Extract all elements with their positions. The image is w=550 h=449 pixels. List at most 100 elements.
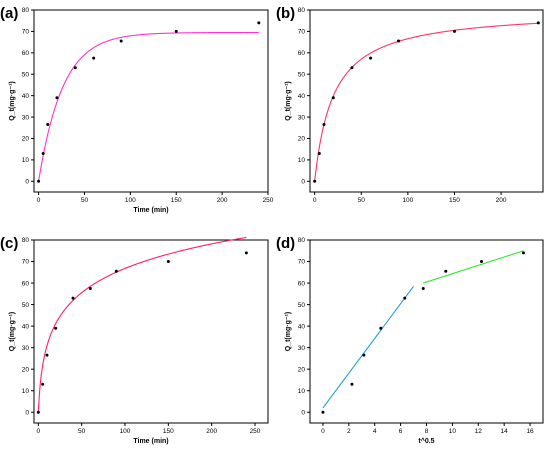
- y-tick-label: 30: [298, 114, 306, 121]
- data-point: [119, 39, 123, 43]
- x-tick-label: 50: [81, 197, 89, 204]
- data-point: [36, 410, 40, 414]
- data-point: [350, 66, 354, 70]
- x-tick-label: 10: [449, 428, 457, 435]
- data-point: [73, 66, 77, 70]
- data-point: [362, 353, 366, 357]
- x-tick-label: 200: [496, 197, 507, 204]
- x-tick-label: 12: [475, 428, 483, 435]
- y-tick-label: 10: [298, 388, 306, 395]
- y-tick-label: 80: [298, 7, 306, 14]
- x-tick-label: 14: [501, 428, 509, 435]
- x-tick-label: 150: [449, 197, 460, 204]
- y-tick-label: 60: [298, 280, 306, 287]
- y-tick-label: 50: [298, 302, 306, 309]
- y-tick-label: 40: [22, 323, 30, 330]
- chart-panel-3: 0 50 100 150 200 250 0 10 20 30 40 50 60 70 80 Time (mi…: [0, 235, 269, 445]
- fit-curve: [37, 236, 247, 413]
- data-point: [46, 123, 50, 127]
- y-tick-label: 60: [22, 50, 30, 57]
- panel-label: (d): [276, 235, 295, 252]
- y-tick-label: 30: [22, 114, 30, 121]
- y-tick-label: 10: [22, 157, 30, 164]
- fit-line-2: [423, 250, 524, 284]
- x-tick-label: 50: [78, 428, 86, 435]
- y-tick-label: 20: [22, 366, 30, 373]
- data-point: [536, 21, 540, 25]
- y-tick-label: 50: [298, 71, 306, 78]
- data-point: [313, 179, 317, 183]
- plot-frame: [33, 9, 269, 193]
- y-tick-label: 0: [301, 409, 305, 416]
- fit-curve: [314, 22, 539, 182]
- data-point: [421, 286, 425, 290]
- data-point: [350, 382, 354, 386]
- fit-curve: [38, 31, 259, 182]
- y-tick-label: 0: [25, 409, 29, 416]
- panel-label: (a): [0, 5, 18, 22]
- data-point: [88, 286, 92, 290]
- y-tick-label: 50: [22, 302, 30, 309]
- y-axis-label: Q_t(mg·g⁻¹): [9, 312, 16, 351]
- data-point: [480, 260, 484, 264]
- data-point: [321, 410, 325, 414]
- y-tick-label: 60: [22, 280, 30, 287]
- data-point: [379, 326, 383, 330]
- y-tick-label: 10: [22, 388, 30, 395]
- y-tick-label: 70: [22, 259, 30, 266]
- x-tick-label: 100: [402, 197, 413, 204]
- y-tick-label: 80: [22, 237, 30, 244]
- data-point: [521, 251, 525, 255]
- y-tick-label: 50: [22, 71, 30, 78]
- chart-panel-1: 0 50 100 150 200 250 0 10 20 30 40 50 60 70 80 Time (mi…: [0, 5, 274, 214]
- panel-label: (c): [0, 235, 18, 252]
- y-tick-label: 10: [298, 157, 306, 164]
- x-tick-label: 2: [347, 428, 351, 435]
- data-point: [331, 96, 335, 100]
- data-point: [41, 151, 45, 155]
- plot-frame: [33, 239, 269, 424]
- data-point: [45, 353, 49, 357]
- y-tick-label: 20: [298, 366, 306, 373]
- y-tick-label: 70: [298, 29, 306, 36]
- data-point: [397, 39, 401, 43]
- y-tick-label: 60: [298, 50, 306, 57]
- y-axis-label: Q_t(mg·g⁻¹): [285, 81, 292, 120]
- x-axis-label: Time (min): [133, 438, 168, 445]
- x-tick-label: 250: [263, 197, 274, 204]
- x-tick-label: 16: [526, 428, 534, 435]
- data-point: [92, 56, 96, 60]
- y-tick-label: 30: [22, 345, 30, 352]
- x-tick-label: 150: [163, 428, 174, 435]
- x-tick-label: 250: [250, 428, 261, 435]
- y-tick-label: 20: [298, 136, 306, 143]
- y-tick-label: 80: [298, 237, 306, 244]
- data-point: [166, 260, 170, 264]
- chart-panel-4: 0 2 4 6 8 10 12 14 16 0 10 20 30 40 50 60 70 80 t^0.5 Q_t(m…: [276, 235, 544, 445]
- y-tick-label: 40: [22, 93, 30, 100]
- plot-frame: [309, 239, 544, 424]
- y-tick-label: 20: [22, 136, 30, 143]
- x-tick-label: 0: [37, 428, 41, 435]
- x-tick-label: 0: [321, 428, 325, 435]
- data-point: [174, 29, 178, 33]
- x-tick-label: 100: [125, 197, 136, 204]
- y-tick-label: 0: [301, 178, 305, 185]
- y-tick-label: 80: [22, 7, 30, 14]
- data-point: [257, 21, 261, 25]
- data-point: [322, 123, 326, 127]
- data-point: [71, 296, 75, 300]
- data-point: [55, 96, 59, 100]
- x-axis-label: t^0.5: [418, 437, 434, 445]
- x-tick-label: 0: [313, 197, 317, 204]
- data-point: [317, 151, 321, 155]
- y-axis-label: Q_t(mg·g⁻¹): [9, 81, 16, 120]
- data-point: [444, 269, 448, 273]
- fit-line-1: [322, 285, 414, 409]
- data-point: [369, 56, 373, 60]
- x-tick-label: 8: [425, 428, 429, 435]
- y-tick-label: 40: [298, 323, 306, 330]
- plot-frame: [309, 9, 544, 193]
- x-tick-label: 150: [171, 197, 182, 204]
